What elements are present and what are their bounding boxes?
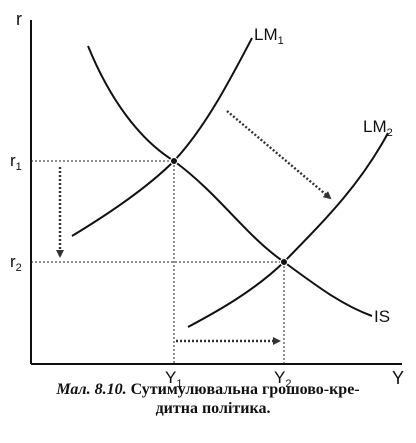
y1-label: Y1 — [165, 368, 182, 390]
caption-line-1: Сутимулювальна грошово-кре- — [130, 381, 360, 398]
lm1-label: LM1 — [254, 25, 284, 47]
is-label: IS — [374, 307, 390, 326]
figure-caption: Мал. 8.10. Сутимулювальна грошово-кре- д… — [0, 380, 416, 418]
y-axis-label: r — [16, 9, 22, 29]
r2-label: r2 — [10, 252, 22, 274]
lm2-label: LM2 — [363, 117, 393, 139]
x-axis-label: Y — [392, 368, 404, 388]
caption-line-2: дитна політика. — [155, 400, 271, 417]
equilibrium-point-2 — [280, 258, 288, 266]
r1-label: r1 — [10, 151, 22, 173]
equilibrium-point-1 — [170, 157, 178, 165]
lm-shift-arrow — [226, 110, 332, 200]
figure-number: Мал. 8.10. — [56, 381, 127, 398]
lm2-curve — [187, 132, 389, 328]
is-curve — [87, 45, 373, 317]
y2-label: Y2 — [274, 368, 291, 390]
